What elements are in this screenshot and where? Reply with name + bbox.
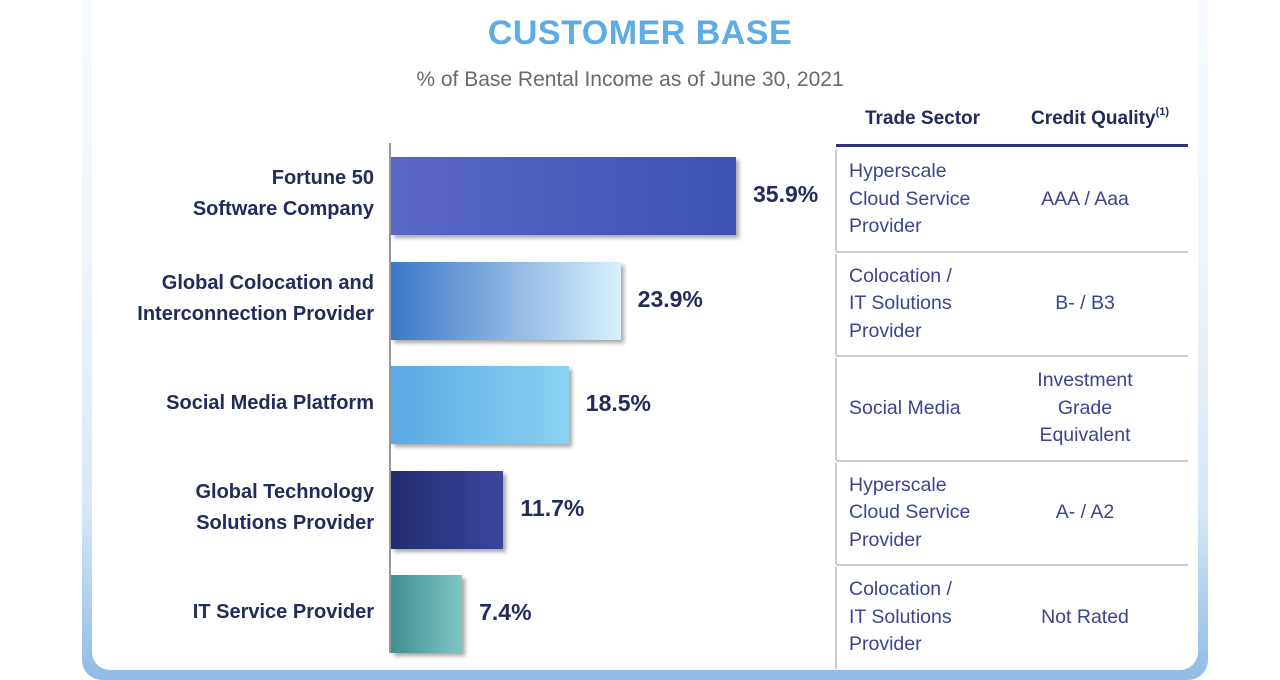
credit-quality-line: B- / B3 bbox=[1055, 292, 1115, 314]
trade-sector-cell: Social Media bbox=[849, 395, 1009, 423]
category-label-line: Social Media Platform bbox=[166, 391, 374, 414]
trade-sector-cell: Hyperscale Cloud Service Provider bbox=[849, 158, 1009, 241]
data-label: 11.7% bbox=[520, 494, 585, 521]
category-axis bbox=[389, 143, 391, 653]
bar bbox=[391, 470, 504, 549]
trade-sector-line: Provider bbox=[849, 319, 922, 342]
bar bbox=[391, 366, 569, 444]
category-label-line: Global Colocation and bbox=[161, 271, 374, 294]
chart-subtitle: % of Base Rental Income as of June 30, 2… bbox=[416, 68, 844, 91]
data-label: 35.9% bbox=[753, 181, 819, 207]
trade-sector-line: Provider bbox=[849, 215, 922, 237]
credit-quality-header: Credit Quality(1) bbox=[1030, 106, 1170, 129]
category-label-line: Global Technology bbox=[195, 480, 374, 503]
data-label: 7.4% bbox=[479, 599, 532, 625]
trade-sector-cell: Hyperscale Cloud Service Provider bbox=[849, 472, 1009, 555]
card-body bbox=[92, 0, 1198, 670]
category-label-line: Fortune 50 bbox=[271, 167, 374, 189]
bar bbox=[391, 157, 736, 235]
table-divider bbox=[835, 567, 837, 669]
category-label: Global Colocation and Interconnection Pro… bbox=[54, 268, 374, 330]
table-divider bbox=[835, 149, 837, 251]
credit-quality-line: Equivalent bbox=[1039, 424, 1131, 446]
trade-sector-line: Social Media bbox=[849, 396, 961, 419]
category-label: Social Media Platform bbox=[54, 388, 374, 419]
trade-sector-line: Provider bbox=[849, 528, 922, 551]
trade-sector-header: Trade Sector bbox=[864, 108, 981, 129]
credit-quality-cell: AAA / Aaa bbox=[1000, 186, 1170, 214]
data-label: 23.9% bbox=[637, 285, 703, 312]
credit-quality-line: AAA / Aaa bbox=[1041, 187, 1129, 210]
table-row-rule bbox=[836, 355, 1188, 357]
category-label-line: Interconnection Provider bbox=[137, 302, 374, 325]
trade-sector-line: Colocation / bbox=[849, 578, 952, 600]
category-label-line: IT Service Provider bbox=[192, 600, 374, 623]
category-label: IT Service Provider bbox=[54, 597, 374, 628]
credit-quality-line: Grade bbox=[1057, 396, 1113, 419]
trade-sector-line: Cloud Service bbox=[849, 501, 971, 523]
credit-quality-line: Not Rated bbox=[1041, 605, 1129, 628]
bar bbox=[391, 261, 621, 340]
trade-sector-line: Colocation / bbox=[849, 264, 952, 287]
trade-sector-line: IT Solutions bbox=[849, 292, 952, 314]
trade-sector-line: Hyperscale bbox=[849, 160, 947, 182]
credit-quality-line: Investment bbox=[1037, 369, 1133, 391]
table-row-rule bbox=[836, 250, 1188, 253]
trade-sector-line: Cloud Service bbox=[849, 187, 971, 210]
table-divider bbox=[835, 462, 837, 564]
table-row-rule bbox=[836, 459, 1188, 462]
trade-sector-cell: Colocation / IT Solutions Provider bbox=[849, 263, 1009, 346]
chart-title: CUSTOMER BASE bbox=[487, 14, 793, 52]
table-divider bbox=[835, 358, 837, 460]
trade-sector-line: Provider bbox=[849, 633, 922, 655]
credit-quality-cell: Not Rated bbox=[1000, 604, 1170, 632]
footnote-marker: (1) bbox=[1155, 106, 1170, 118]
trade-sector-line: Hyperscale bbox=[849, 473, 947, 496]
credit-quality-cell: A- / A2 bbox=[1000, 499, 1170, 527]
credit-quality-cell: Investment Grade Equivalent bbox=[1000, 367, 1170, 450]
table-row-rule bbox=[836, 564, 1188, 566]
trade-sector-cell: Colocation / IT Solutions Provider bbox=[849, 576, 1009, 659]
category-label-line: Software Company bbox=[192, 198, 374, 220]
table-divider bbox=[835, 253, 837, 355]
category-label: Fortune 50 Software Company bbox=[54, 163, 374, 225]
category-label-line: Solutions Provider bbox=[196, 511, 374, 534]
credit-quality-line: A- / A2 bbox=[1055, 501, 1115, 523]
data-label: 18.5% bbox=[585, 390, 651, 416]
header-rule bbox=[836, 144, 1188, 147]
credit-quality-cell: B- / B3 bbox=[1000, 290, 1170, 318]
trade-sector-line: IT Solutions bbox=[849, 605, 952, 628]
category-label: Global Technology Solutions Provider bbox=[54, 477, 374, 539]
bar bbox=[391, 575, 463, 653]
